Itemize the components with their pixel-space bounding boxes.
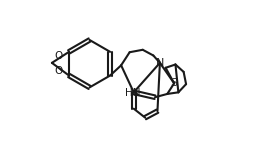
Text: HN: HN <box>125 88 140 98</box>
Text: O: O <box>55 51 63 61</box>
Text: O: O <box>55 66 63 76</box>
Text: S: S <box>170 78 178 88</box>
Text: N: N <box>156 58 164 68</box>
